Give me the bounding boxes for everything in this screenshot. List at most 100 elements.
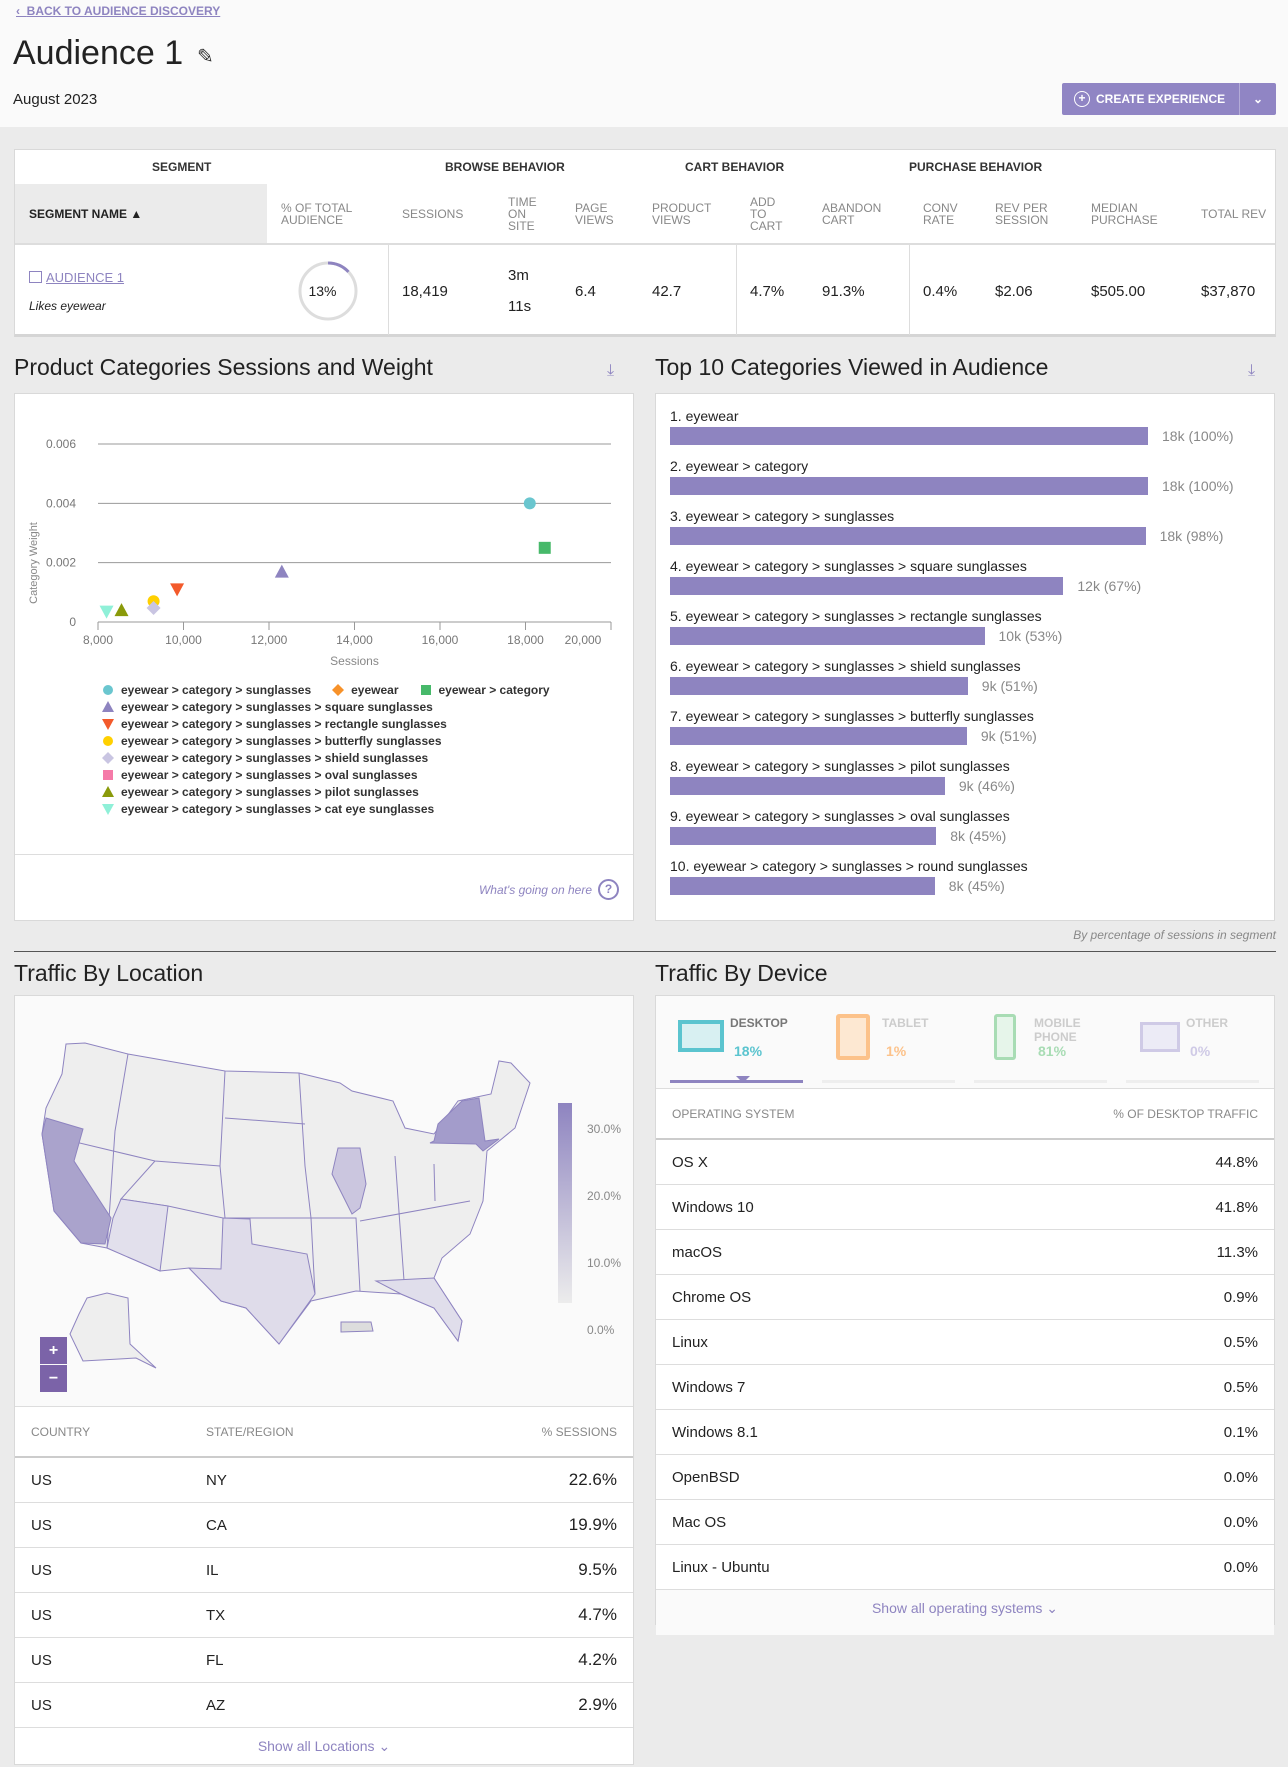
legend-marker	[332, 683, 345, 696]
category-bar	[670, 627, 985, 645]
back-link[interactable]: ‹ Back to Audience Discovery	[16, 4, 221, 18]
x-axis-label: Sessions	[330, 654, 379, 668]
column-header[interactable]: Segment Name ▲	[15, 184, 267, 244]
pct-donut	[298, 261, 358, 321]
legend-item[interactable]: eyewear > category	[419, 683, 550, 697]
mobile-phone-icon	[994, 1014, 1016, 1060]
add-to-cart-value: 4.7%	[750, 282, 785, 300]
data-point	[274, 564, 289, 578]
device-tab-label: OTHER	[1186, 1016, 1228, 1030]
time-on-site-value: 3m 11s	[494, 244, 531, 338]
pct-total-cell: 13%	[267, 244, 388, 338]
download-icon[interactable]: ⤓	[607, 362, 615, 379]
device-tab-tablet[interactable]: TABLET 1%	[822, 1010, 955, 1083]
category-bar-row: 6. eyewear > category > sunglasses > shi…	[670, 658, 1270, 695]
legend-marker	[102, 803, 114, 815]
legend-label: eyewear > category > sunglasses > rectan…	[121, 716, 447, 731]
tab-underline	[974, 1080, 1107, 1083]
table-cell: CA	[206, 1516, 227, 1534]
legend-item[interactable]: eyewear > category > sunglasses	[101, 683, 311, 697]
legend-item[interactable]: eyewear > category > sunglasses > rectan…	[101, 717, 447, 731]
category-bar	[670, 527, 1146, 545]
time-seconds: 11s	[508, 298, 532, 315]
column-header: Time On Site	[508, 195, 537, 233]
group-cart: CART BEHAVIOR	[685, 160, 785, 174]
group-browse: BROWSE BEHAVIOR	[445, 160, 565, 174]
device-tab-desktop[interactable]: DESKTOP 18%	[670, 1010, 803, 1083]
category-label: 8. eyewear > category > sunglasses > pil…	[670, 758, 1010, 774]
create-experience-label: CREATE EXPERIENCE	[1096, 92, 1226, 106]
table-cell: FL	[206, 1651, 224, 1669]
legend-item[interactable]: eyewear > category > sunglasses > butter…	[101, 734, 442, 748]
plus-circle-icon: +	[1074, 91, 1090, 107]
table-cell: TX	[206, 1606, 226, 1624]
legend-item[interactable]: eyewear > category > sunglasses > shield…	[101, 751, 428, 765]
os-percent: 0.0%	[1223, 1468, 1258, 1486]
table-row: Windows 8.1 0.1%	[656, 1410, 1274, 1455]
table-row: Windows 10 41.8%	[656, 1185, 1274, 1230]
column-header: Page Views	[575, 201, 614, 227]
legend-marker	[102, 785, 114, 797]
column-header: Sessions	[402, 207, 464, 221]
legend-item[interactable]: eyewear > category > sunglasses > oval s…	[101, 768, 418, 782]
category-bar	[670, 677, 968, 695]
back-link-label[interactable]: Back to Audience Discovery	[26, 4, 221, 18]
device-tab-other[interactable]: OTHER 0%	[1126, 1010, 1259, 1083]
table-row: US AZ 2.9%	[15, 1683, 633, 1728]
legend-item[interactable]: eyewear	[331, 682, 399, 697]
show-all-os-link[interactable]: Show all operating systems ⌄	[656, 1590, 1274, 1635]
edit-pencil-icon[interactable]: ✎	[197, 46, 214, 68]
top10-card: 1. eyewear 18k (100%) 2. eyewear > categor…	[655, 393, 1275, 921]
download-icon[interactable]: ⤓	[1248, 362, 1256, 379]
legend-label: eyewear	[351, 682, 399, 697]
os-percent: 11.3%	[1216, 1243, 1258, 1261]
legend-marker-icon	[103, 684, 113, 695]
table-row: Mac OS 0.0%	[656, 1500, 1274, 1545]
product-views-value: 42.7	[652, 282, 682, 300]
device-tab-percent: 1%	[886, 1043, 907, 1059]
os-name: OpenBSD	[672, 1468, 740, 1486]
column-header: Rev Per Session	[995, 201, 1049, 227]
segment-name[interactable]: AUDIENCE 1	[46, 269, 125, 285]
device-tab-mobile-phone[interactable]: MOBILE PHONE 81%	[974, 1010, 1107, 1083]
table-row: US IL 9.5%	[15, 1548, 633, 1593]
help-link[interactable]: What's going on here ?	[479, 879, 619, 900]
column-header: Total Rev	[1201, 207, 1267, 221]
column-header: COUNTRY	[31, 1424, 91, 1439]
category-bar-row: 7. eyewear > category > sunglasses > but…	[670, 708, 1270, 745]
help-circle-icon[interactable]: ?	[598, 879, 619, 900]
rev-per-session-value: $2.06	[995, 282, 1033, 300]
zoom-in-button[interactable]: +	[40, 1337, 67, 1364]
category-value: 8k (45%)	[950, 828, 1007, 844]
legend-item[interactable]: eyewear > category > sunglasses > square…	[101, 700, 433, 714]
legend-item[interactable]: eyewear > category > sunglasses > pilot …	[101, 785, 419, 799]
legend-10: 10.0%	[587, 1256, 622, 1270]
map-territory	[340, 1321, 374, 1333]
category-label: 10. eyewear > category > sunglasses > ro…	[670, 858, 1028, 874]
zoom-out-button[interactable]: −	[40, 1365, 67, 1392]
scatter-card: 0 0.002 0.004 0.006 8,000 10,000 12,000 14,000 1…	[14, 393, 634, 921]
legend-marker-icon	[103, 735, 113, 746]
table-cell: US	[31, 1561, 52, 1579]
show-all-locations-link[interactable]: Show all Locations ⌄	[257, 1738, 391, 1754]
help-label[interactable]: What's going on here	[478, 882, 592, 897]
table-row: US FL 4.2%	[15, 1638, 633, 1683]
segment-link[interactable]: AUDIENCE 1	[29, 270, 124, 285]
category-bar	[670, 877, 935, 895]
legend-marker-icon	[102, 718, 114, 730]
device-tab-percent: 0%	[1190, 1043, 1211, 1059]
segment-name-cell: AUDIENCE 1 Likes eyewear	[15, 244, 267, 338]
y-axis-label: Category Weight	[28, 522, 40, 604]
table-header: OPERATING SYSTEM % OF DESKTOP TRAFFIC	[656, 1088, 1274, 1140]
create-experience-button[interactable]: + CREATE EXPERIENCE ⌄	[1062, 83, 1276, 115]
os-table: OPERATING SYSTEM % OF DESKTOP TRAFFIC OS X…	[656, 1088, 1274, 1635]
legend-marker	[102, 718, 114, 730]
legend-label: eyewear > category > sunglasses > oval s…	[121, 767, 418, 782]
legend-marker-icon	[102, 803, 114, 815]
us-choropleth-map[interactable]	[15, 996, 635, 1406]
legend-item[interactable]: eyewear > category > sunglasses > cat ey…	[101, 802, 434, 816]
category-bar-row: 1. eyewear 18k (100%)	[670, 408, 1270, 445]
table-row: Chrome OS 0.9%	[656, 1275, 1274, 1320]
location-card: 30.0% 20.0% 10.0% 0.0% + − COUNTRY STATE/…	[14, 995, 634, 1765]
chevron-down-icon[interactable]: ⌄	[1239, 83, 1276, 115]
